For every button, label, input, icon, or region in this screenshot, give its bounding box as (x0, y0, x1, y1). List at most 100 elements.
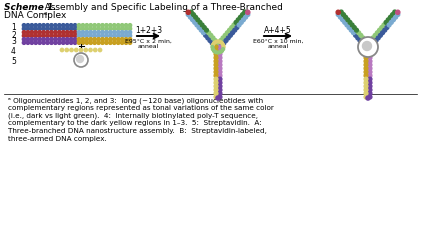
Circle shape (120, 28, 124, 31)
Circle shape (109, 42, 112, 45)
Circle shape (85, 28, 88, 31)
Circle shape (120, 42, 124, 45)
Circle shape (22, 35, 26, 38)
Circle shape (345, 24, 349, 28)
Circle shape (89, 42, 93, 45)
Circle shape (89, 38, 93, 42)
Circle shape (30, 38, 34, 42)
Circle shape (370, 45, 373, 48)
Text: three-armed DNA complex.: three-armed DNA complex. (8, 135, 107, 141)
Circle shape (203, 27, 206, 30)
Circle shape (236, 19, 240, 23)
Circle shape (222, 42, 226, 46)
Circle shape (356, 37, 360, 41)
Circle shape (58, 42, 61, 45)
Circle shape (30, 35, 34, 38)
Circle shape (218, 81, 222, 85)
Circle shape (368, 78, 372, 82)
Circle shape (105, 32, 108, 35)
Circle shape (60, 49, 64, 52)
Circle shape (214, 52, 217, 54)
Circle shape (66, 35, 69, 38)
Circle shape (89, 25, 93, 28)
Circle shape (246, 11, 250, 15)
Circle shape (216, 41, 219, 44)
Circle shape (361, 37, 365, 41)
Circle shape (38, 28, 41, 31)
Circle shape (211, 37, 215, 41)
Circle shape (42, 28, 45, 31)
Circle shape (223, 34, 227, 38)
Circle shape (336, 14, 340, 17)
Circle shape (208, 39, 212, 43)
Circle shape (124, 25, 128, 28)
Circle shape (229, 34, 232, 38)
Circle shape (364, 56, 368, 60)
Circle shape (211, 46, 214, 49)
Circle shape (216, 52, 219, 55)
Circle shape (373, 34, 377, 38)
Circle shape (22, 38, 26, 42)
Circle shape (93, 49, 97, 52)
Circle shape (89, 35, 93, 38)
Circle shape (97, 35, 100, 38)
Text: Scheme 1.: Scheme 1. (4, 3, 57, 12)
Circle shape (368, 71, 372, 74)
Circle shape (359, 34, 363, 38)
Circle shape (202, 32, 205, 36)
Circle shape (66, 25, 69, 28)
Circle shape (113, 38, 116, 42)
Circle shape (105, 35, 108, 38)
Circle shape (376, 37, 380, 41)
Circle shape (50, 25, 53, 28)
Circle shape (213, 43, 216, 45)
Circle shape (234, 21, 238, 25)
Circle shape (364, 60, 368, 64)
Circle shape (101, 35, 104, 38)
Circle shape (235, 27, 239, 30)
Circle shape (54, 42, 57, 45)
Circle shape (368, 45, 371, 48)
Circle shape (394, 16, 397, 20)
Circle shape (365, 45, 368, 48)
Circle shape (378, 34, 382, 38)
Circle shape (219, 39, 223, 43)
Circle shape (216, 42, 219, 46)
Circle shape (70, 49, 73, 52)
Circle shape (354, 29, 358, 33)
Circle shape (218, 56, 222, 60)
Circle shape (364, 92, 368, 96)
Circle shape (101, 25, 104, 28)
Circle shape (241, 14, 245, 17)
Circle shape (374, 39, 378, 43)
Circle shape (50, 38, 53, 42)
Circle shape (99, 49, 102, 52)
Text: anneal: anneal (138, 44, 159, 49)
Text: 2: 2 (11, 30, 16, 39)
Circle shape (211, 49, 214, 51)
Circle shape (61, 42, 65, 45)
Circle shape (113, 25, 116, 28)
Circle shape (368, 74, 372, 78)
Circle shape (381, 32, 384, 36)
Circle shape (194, 16, 197, 20)
Circle shape (214, 64, 218, 68)
Circle shape (81, 32, 85, 35)
Circle shape (50, 42, 53, 45)
Circle shape (54, 32, 57, 35)
Circle shape (215, 47, 218, 51)
Circle shape (352, 27, 356, 30)
Circle shape (69, 25, 73, 28)
Circle shape (205, 29, 208, 33)
Circle shape (128, 42, 132, 45)
Text: Ε60°C x 10 min,: Ε60°C x 10 min, (253, 39, 303, 44)
Circle shape (219, 52, 221, 54)
Circle shape (81, 35, 85, 38)
Circle shape (34, 28, 37, 31)
Circle shape (42, 35, 45, 38)
Text: 4: 4 (11, 46, 16, 55)
Circle shape (73, 28, 77, 31)
Text: ᵃ Oligonucleotides 1, 2, and 3:  long (~120 base) oligonucleotides with: ᵃ Oligonucleotides 1, 2, and 3: long (~1… (8, 98, 263, 104)
Circle shape (81, 38, 85, 42)
Circle shape (30, 28, 34, 31)
